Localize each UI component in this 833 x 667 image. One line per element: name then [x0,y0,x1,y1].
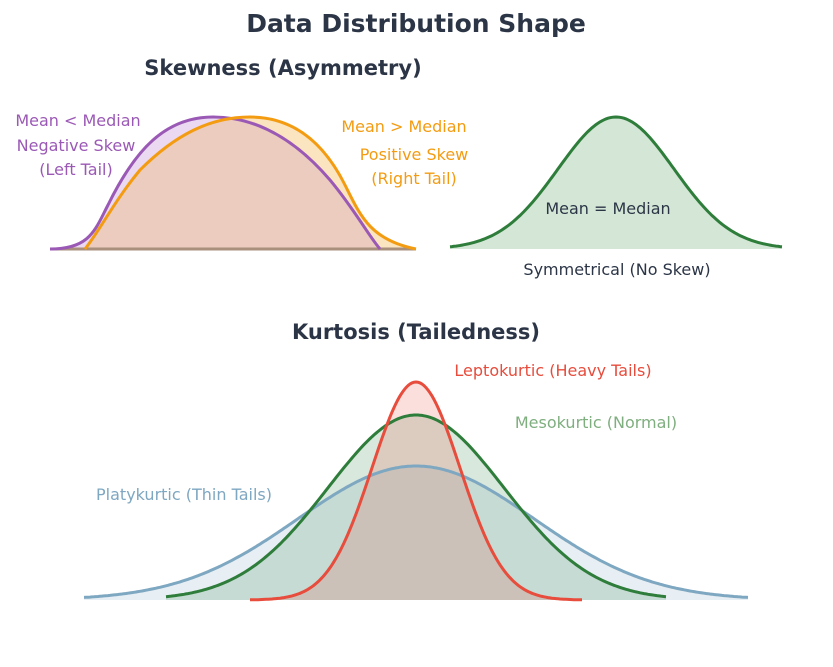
kurtosis-heading: Kurtosis (Tailedness) [292,320,540,344]
skew-overlap-area [85,118,380,249]
platykurtic-area [84,466,748,600]
symmetric-distribution [449,115,783,249]
svg-text:(Left Tail): (Left Tail) [39,160,113,179]
mesokurtic-area [166,415,666,600]
svg-text:Mean > Median: Mean > Median [341,117,466,136]
mean-median-label: Mean = Median [545,199,670,218]
positive-skew-curve [83,115,417,251]
skewness-heading: Skewness (Asymmetry) [144,56,421,80]
leptokurtic-area [250,382,582,600]
mesokurtic-label: Mesokurtic (Normal) [515,413,677,432]
negative-skew-curve [49,115,382,251]
platykurtic-curve [83,464,749,599]
svg-text:Positive Skew: Positive Skew [360,145,469,164]
symmetric-caption: Symmetrical (No Skew) [523,260,710,279]
symmetric-curve [449,115,783,249]
skewness-curves [49,115,417,251]
mesokurtic-curve [165,413,667,599]
svg-text:Negative Skew: Negative Skew [17,136,136,155]
leptokurtic-curve [250,380,582,602]
svg-text:Mean < Median: Mean < Median [15,111,140,130]
page-title: Data Distribution Shape [246,9,586,38]
negative-skew-label: Mean < Median Negative Skew (Left Tail) [15,111,140,179]
kurtosis-curves [83,380,749,602]
platykurtic-label: Platykurtic (Thin Tails) [96,485,272,504]
svg-text:(Right Tail): (Right Tail) [371,169,457,188]
positive-skew-label: Mean > Median Positive Skew (Right Tail) [341,117,468,188]
leptokurtic-label: Leptokurtic (Heavy Tails) [454,361,651,380]
symmetric-area [450,117,782,249]
